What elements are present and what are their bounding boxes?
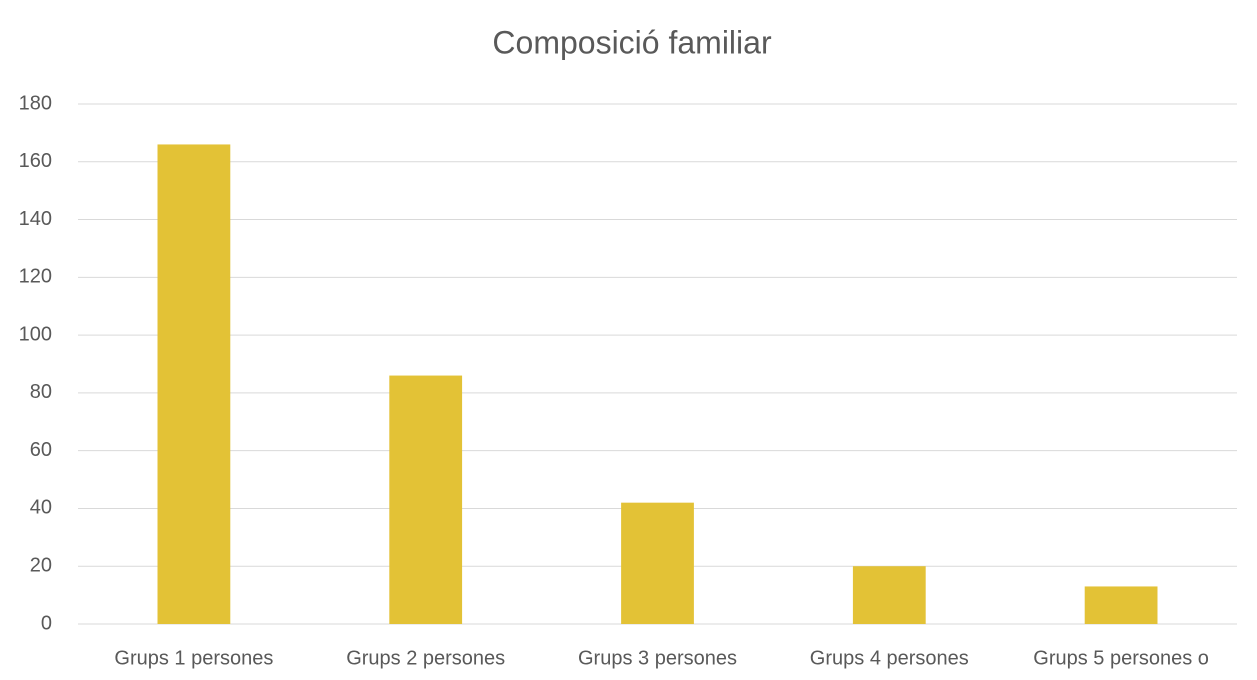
x-tick-label: Grups 5 persones o <box>1033 647 1209 669</box>
y-tick-label: 120 <box>19 266 52 288</box>
x-tick-label: Grups 3 persones <box>578 647 737 669</box>
chart-title: Composició familiar <box>492 24 772 60</box>
y-tick-label: 80 <box>30 381 52 403</box>
bar <box>389 375 463 624</box>
y-tick-label: 60 <box>30 439 52 461</box>
y-tick-label: 100 <box>19 323 52 345</box>
y-tick-label: 0 <box>41 612 52 634</box>
x-tick-label: Grups 4 persones <box>810 647 969 669</box>
y-tick-label: 20 <box>30 555 52 577</box>
y-tick-label: 40 <box>30 497 52 519</box>
bar <box>852 566 926 624</box>
bar <box>621 502 694 624</box>
y-tick-label: 140 <box>19 208 52 230</box>
x-tick-label: Grups 1 persones <box>114 647 273 669</box>
y-tick-label: 180 <box>19 92 52 114</box>
bar <box>157 144 231 624</box>
bar <box>1084 586 1158 624</box>
y-tick-label: 160 <box>19 150 52 172</box>
x-tick-label: Grups 2 persones <box>346 647 505 669</box>
